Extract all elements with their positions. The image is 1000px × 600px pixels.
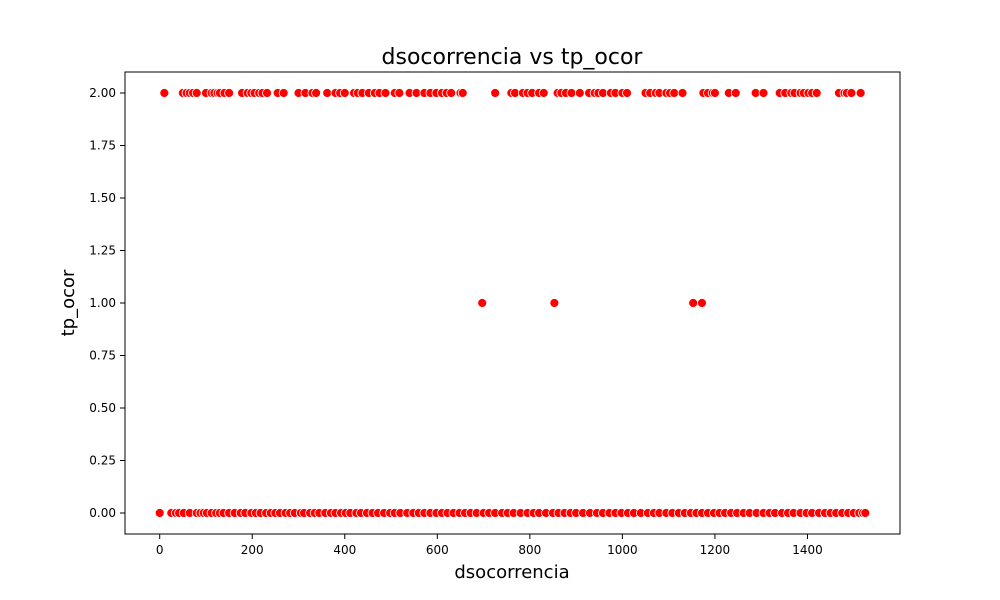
data-point bbox=[490, 88, 501, 98]
y-tick-label: 2.00 bbox=[89, 86, 116, 100]
y-tick-label: 0.00 bbox=[89, 506, 116, 520]
data-point bbox=[322, 88, 333, 98]
data-point bbox=[339, 88, 350, 98]
data-point bbox=[811, 88, 822, 98]
data-point bbox=[730, 88, 741, 98]
data-point bbox=[538, 88, 549, 98]
chart-title: dsocorrencia vs tp_ocor bbox=[382, 45, 644, 70]
data-point bbox=[622, 88, 632, 98]
data-point bbox=[457, 88, 468, 98]
data-point bbox=[697, 298, 707, 308]
data-point bbox=[574, 88, 585, 98]
data-point bbox=[446, 88, 457, 98]
data-point bbox=[262, 88, 272, 98]
data-points bbox=[154, 88, 871, 518]
y-tick-label: 0.75 bbox=[89, 349, 116, 363]
data-point bbox=[477, 298, 488, 308]
x-tick-label: 0 bbox=[156, 543, 164, 557]
y-tick-label: 1.75 bbox=[89, 139, 116, 153]
data-point bbox=[394, 88, 405, 98]
data-point bbox=[159, 88, 170, 98]
data-point bbox=[758, 88, 769, 98]
plot-area: 0 200 400 600 800 1000 1200 1400 0.000.250.500.… bbox=[89, 71, 901, 557]
x-tick-label: 1200 bbox=[700, 543, 731, 557]
y-tick-label: 0.50 bbox=[89, 401, 116, 415]
data-point bbox=[549, 298, 560, 308]
data-point bbox=[224, 88, 235, 98]
x-tick-label: 1400 bbox=[792, 543, 823, 557]
x-tick-label: 200 bbox=[241, 543, 264, 557]
data-point bbox=[846, 88, 857, 98]
x-axis: 0 200 400 600 800 1000 1200 1400 bbox=[156, 534, 823, 557]
data-point bbox=[311, 88, 321, 98]
data-point bbox=[860, 508, 871, 518]
data-point bbox=[669, 88, 680, 98]
x-tick-label: 400 bbox=[333, 543, 356, 557]
y-tick-label: 1.25 bbox=[89, 244, 116, 258]
y-tick-label: 1.50 bbox=[89, 191, 116, 205]
plot-frame bbox=[124, 71, 901, 535]
data-point bbox=[566, 88, 577, 98]
y-tick-label: 1.00 bbox=[89, 296, 116, 310]
x-axis-title: dsocorrencia bbox=[454, 562, 569, 583]
x-tick-label: 1000 bbox=[607, 543, 638, 557]
y-tick-label: 0.25 bbox=[89, 454, 116, 468]
data-point bbox=[154, 508, 165, 518]
data-point bbox=[688, 298, 699, 308]
data-point bbox=[278, 88, 289, 98]
data-point bbox=[677, 88, 688, 98]
y-axis-title: tp_ocor bbox=[58, 269, 79, 336]
data-point bbox=[191, 88, 202, 98]
data-point bbox=[380, 88, 391, 98]
data-point bbox=[855, 88, 866, 98]
data-point bbox=[710, 88, 720, 98]
x-tick-label: 600 bbox=[426, 543, 449, 557]
x-tick-label: 800 bbox=[518, 543, 541, 557]
y-axis: 0.00 0.25 0.50 0.75 1.00 1.25 1.50 1.75 2.00 bbox=[89, 86, 125, 520]
